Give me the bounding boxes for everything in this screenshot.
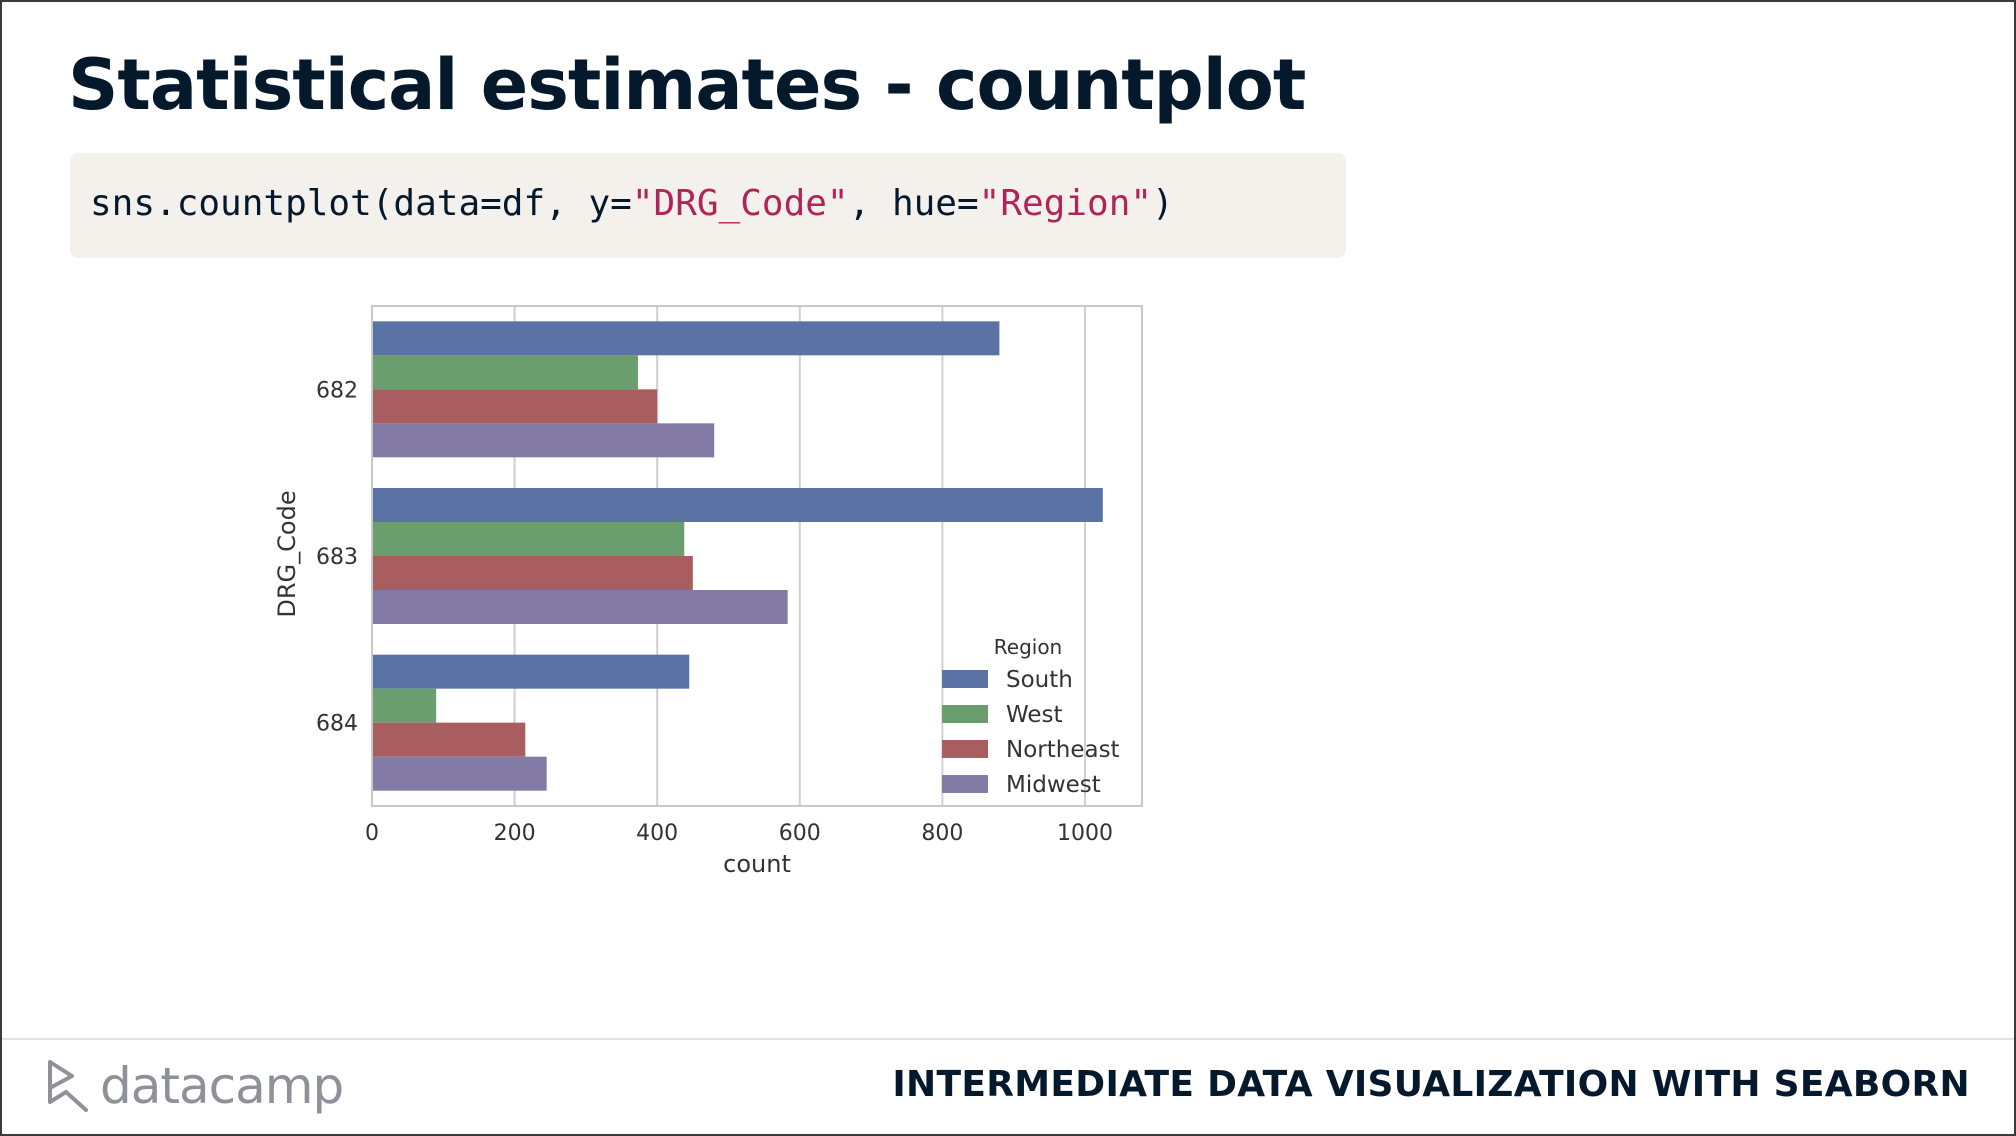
slide-title: Statistical estimates - countplot: [68, 44, 1306, 126]
x-axis-label: count: [723, 850, 791, 878]
code-prefix: sns.countplot(data=df, y=: [90, 183, 632, 224]
y-tick-label: 682: [316, 378, 358, 403]
code-block: sns.countplot(data=df, y="DRG_Code", hue…: [70, 153, 1346, 258]
bar-northeast-682: [372, 389, 658, 424]
bar-midwest-684: [372, 756, 547, 791]
x-tick-label: 1000: [1057, 821, 1113, 846]
legend-swatch-northeast: [942, 740, 988, 758]
legend-swatch-west: [942, 705, 988, 723]
y-tick-label: 684: [316, 712, 358, 737]
code-string-drg: "DRG_Code": [631, 183, 849, 224]
code-line: sns.countplot(data=df, y="DRG_Code", hue…: [90, 183, 1174, 224]
code-string-region: "Region": [978, 183, 1153, 224]
plot-frame: [371, 305, 1143, 807]
legend-label-northeast: Northeast: [1006, 737, 1120, 763]
datacamp-logo-icon: [48, 1060, 88, 1112]
x-tick-label: 200: [494, 821, 536, 846]
datacamp-logo: datacamp: [46, 1054, 344, 1118]
bar-midwest-683: [372, 590, 788, 624]
bar-midwest-682: [372, 423, 715, 458]
y-axis-label: DRG_Code: [273, 490, 301, 617]
x-tick-label: 0: [365, 821, 379, 846]
bar-northeast-683: [372, 556, 693, 590]
course-name: INTERMEDIATE DATA VISUALIZATION WITH SEA…: [892, 1064, 1970, 1105]
legend-title: Region: [994, 635, 1062, 659]
legend-swatch-midwest: [942, 775, 988, 793]
bar-south-684: [372, 654, 690, 689]
x-tick-label: 600: [779, 821, 821, 846]
legend-label-midwest: Midwest: [1006, 772, 1101, 798]
x-tick-label: 800: [921, 821, 963, 846]
countplot-chart: 682 683 684 0 200 400 600 800 1000 count DRG_Code R…: [273, 305, 1143, 878]
bar-south-682: [372, 321, 1000, 356]
y-tick-label: 683: [316, 545, 358, 570]
x-tick-label: 400: [636, 821, 678, 846]
legend-swatch-south: [942, 670, 988, 688]
legend-label-west: West: [1006, 702, 1063, 728]
bar-west-684: [372, 688, 437, 723]
code-middle: , hue=: [848, 183, 979, 224]
legend-label-south: South: [1006, 667, 1073, 693]
code-suffix: ): [1152, 183, 1174, 224]
footer-divider: [2, 1038, 2014, 1040]
logo-text: datacamp: [100, 1057, 344, 1115]
bar-west-682: [372, 355, 638, 390]
bar-west-683: [372, 522, 685, 556]
bar-south-683: [372, 488, 1103, 522]
bar-northeast-684: [372, 722, 526, 757]
